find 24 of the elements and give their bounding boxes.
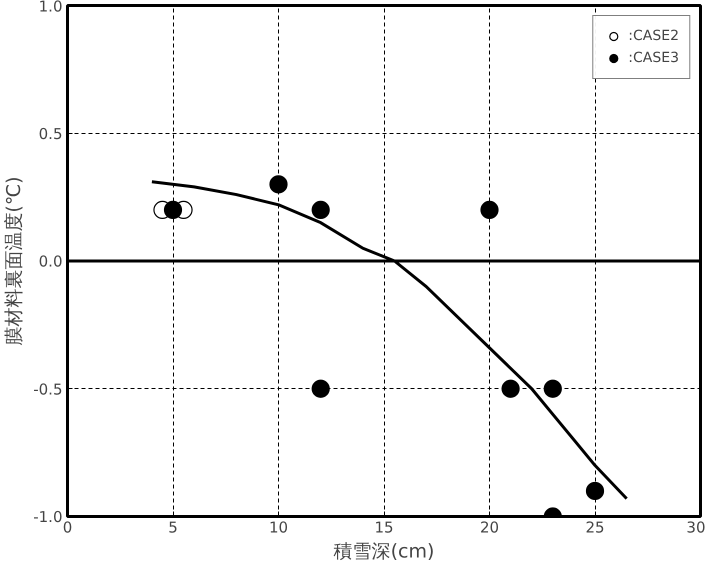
legend-label: :CASE2 <box>628 28 679 44</box>
x-tick-label: 0 <box>62 518 72 536</box>
point <box>312 200 330 219</box>
point <box>586 482 604 500</box>
legend-label: :CASE3 <box>628 50 679 66</box>
y-tick-label: 0.5 <box>38 124 63 143</box>
x-tick-label: 15 <box>374 518 394 536</box>
x-tick-label: 20 <box>480 518 500 536</box>
point <box>502 380 520 398</box>
x-tick-label: 30 <box>686 518 706 536</box>
x-tick-label: 25 <box>585 518 605 536</box>
y-tick-label: -1.0 <box>33 508 63 526</box>
x-tick-label: 10 <box>268 518 288 536</box>
x-tick-label: 5 <box>168 518 178 536</box>
y-tick-label: 0.0 <box>38 252 63 270</box>
point <box>269 175 288 194</box>
point <box>544 380 562 398</box>
x-axis-title: 積雪深(cm) <box>334 540 434 562</box>
y-axis-title: 膜材料裏面温度(℃) <box>3 176 26 346</box>
y-tick-label: -0.5 <box>33 380 63 398</box>
point <box>480 200 499 219</box>
point <box>312 380 330 398</box>
y-tick-label: 1.0 <box>38 0 63 16</box>
point <box>164 200 182 219</box>
